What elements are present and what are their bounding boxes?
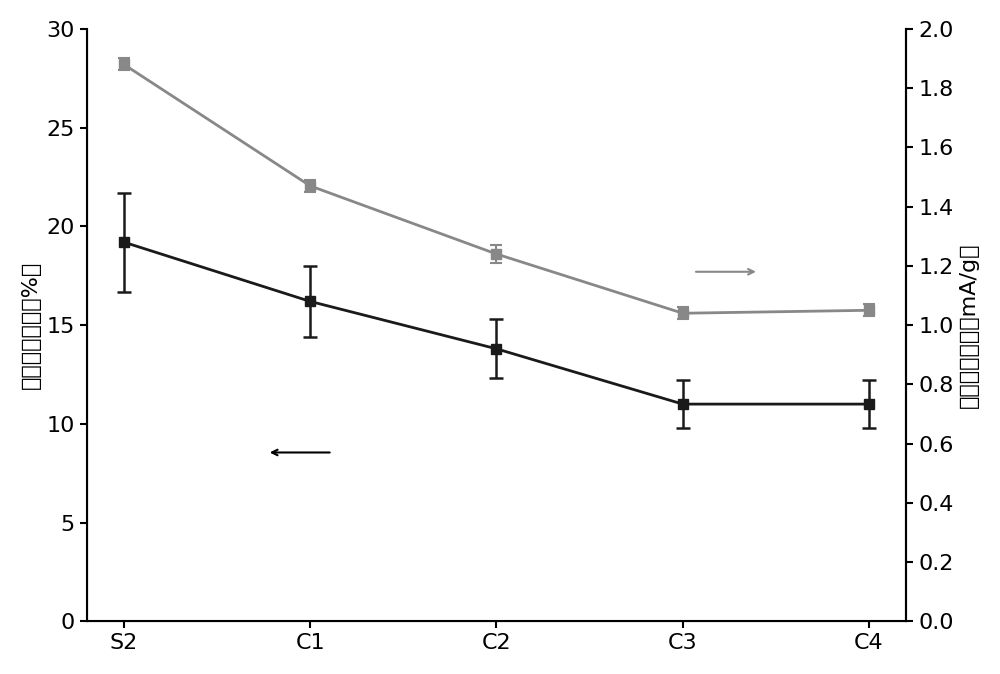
Y-axis label: 浮充电流密度（mA/g）: 浮充电流密度（mA/g） [959, 243, 979, 408]
Y-axis label: 浮充容量损失（%）: 浮充容量损失（%） [21, 261, 41, 389]
